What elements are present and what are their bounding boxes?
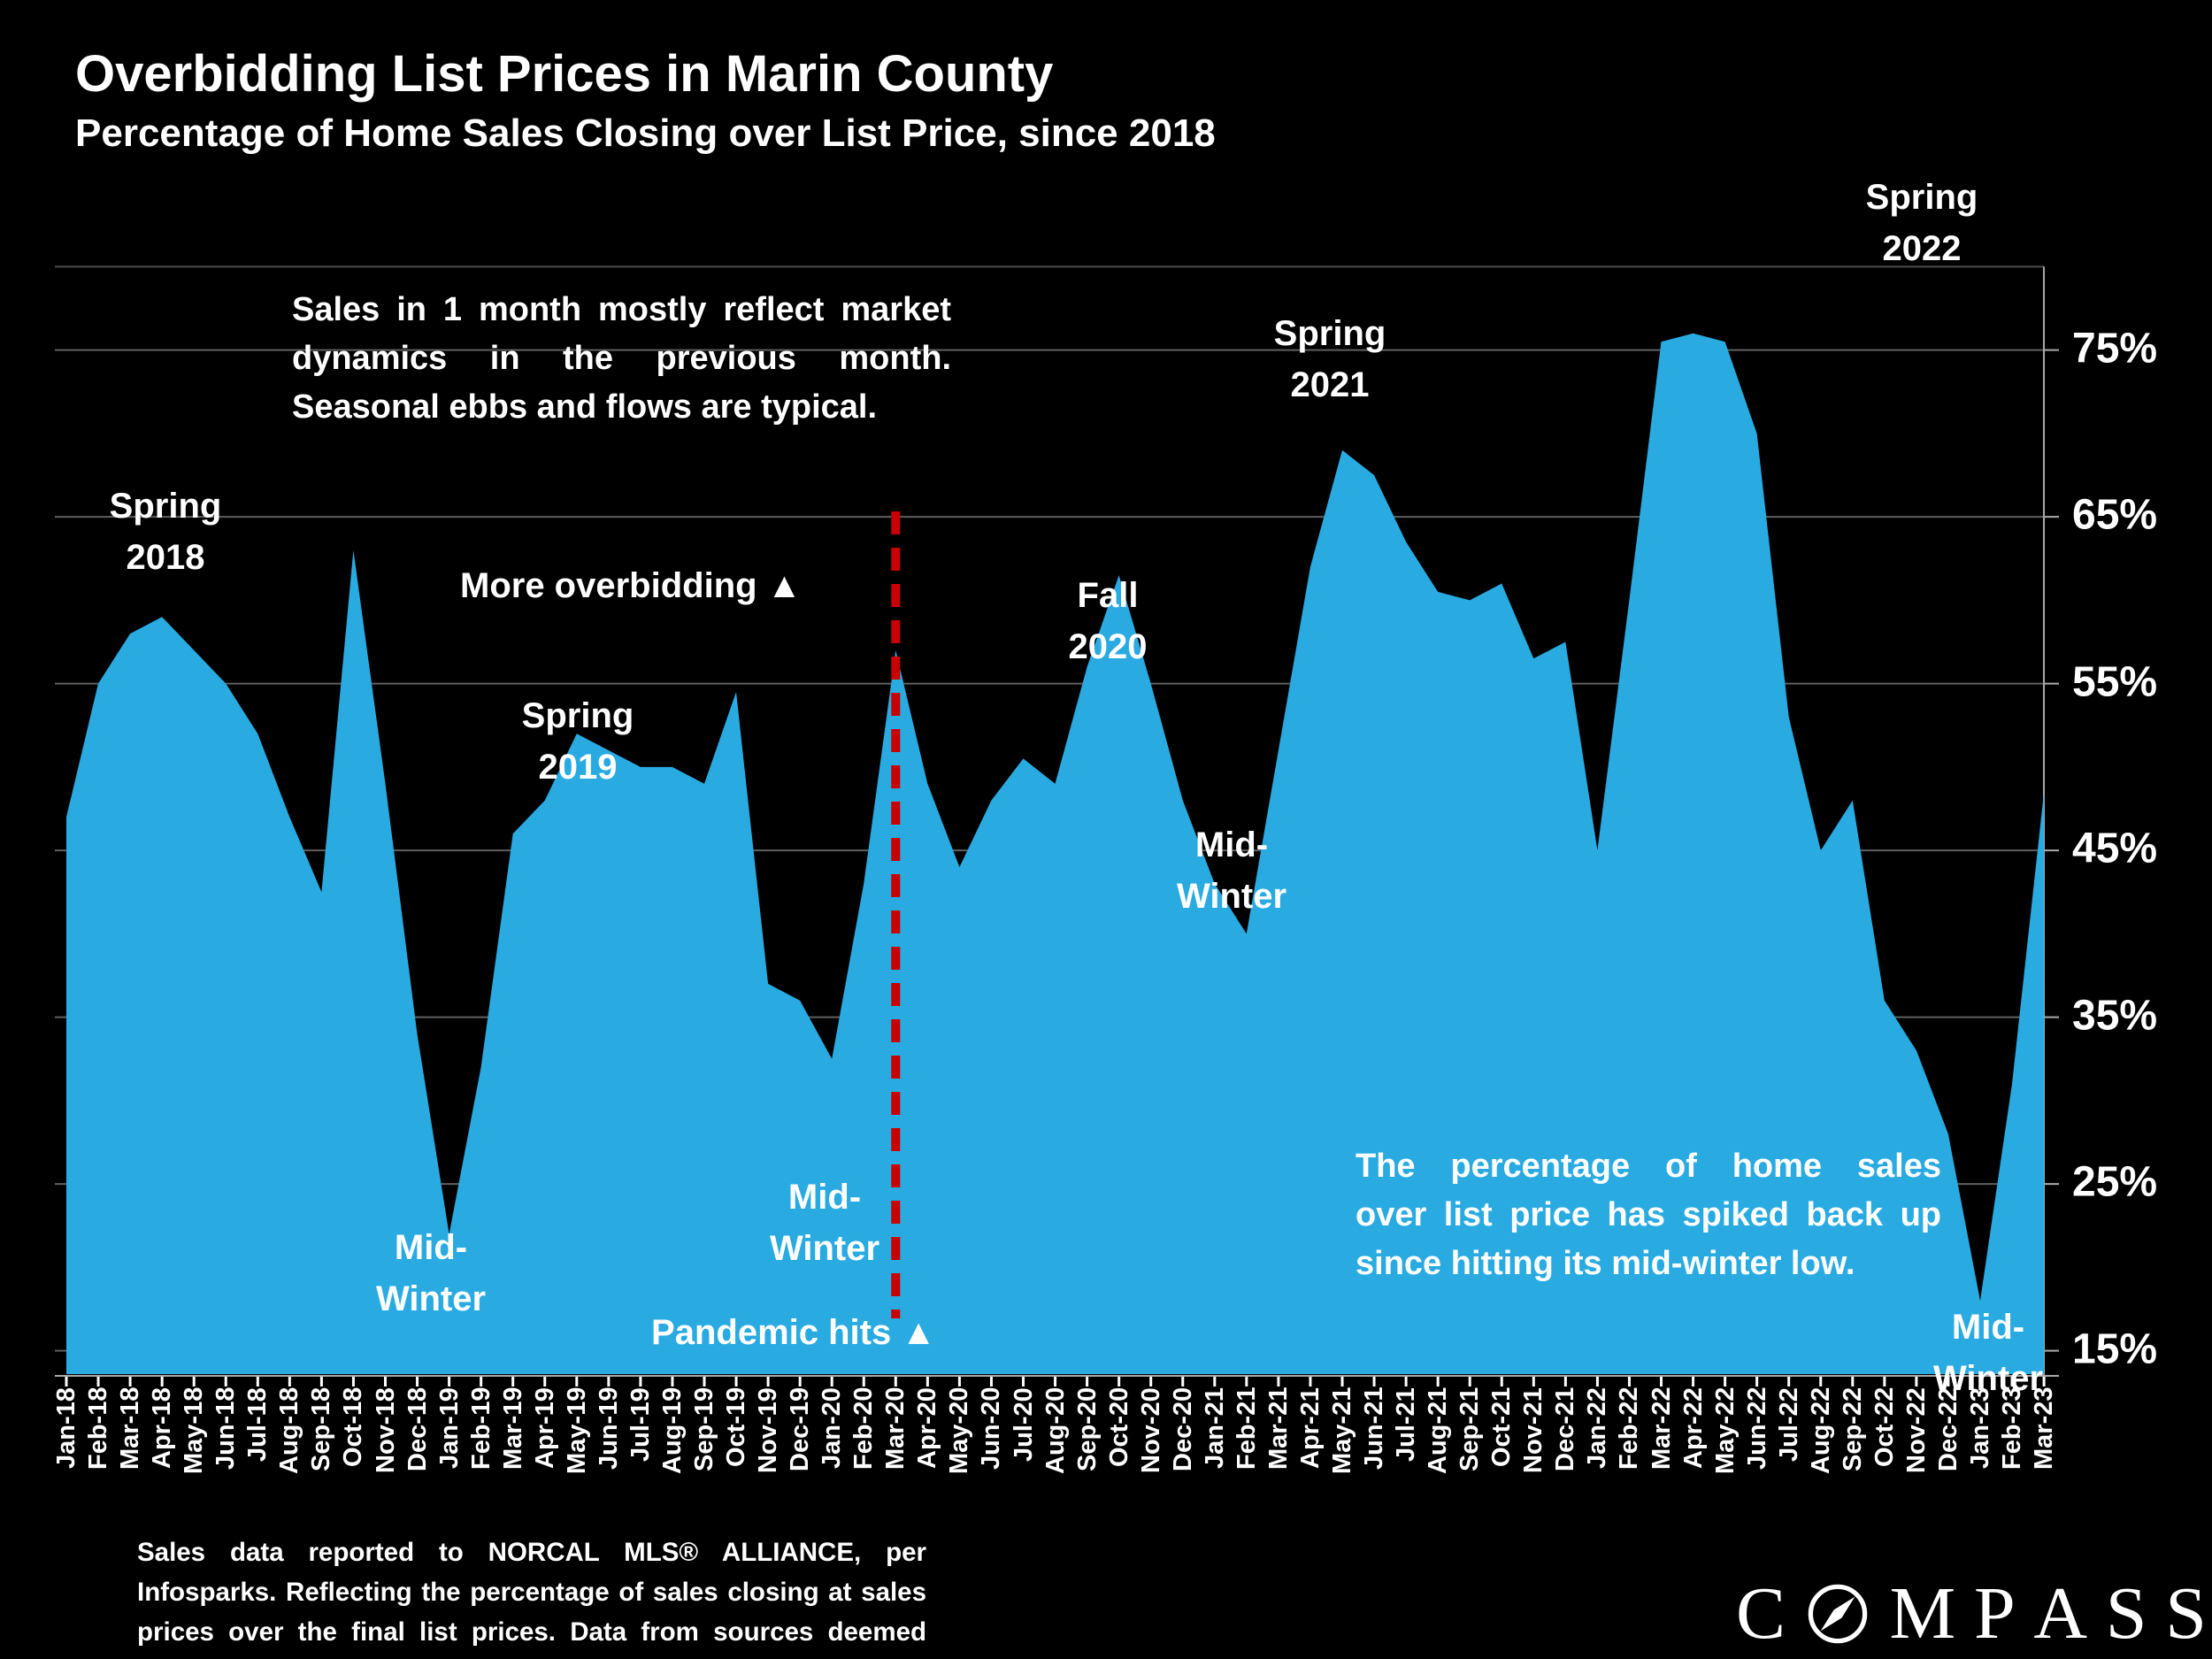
x-axis-label-Feb-18: Feb-18: [84, 1387, 113, 1471]
x-axis-label-May-22: May-22: [1710, 1387, 1740, 1475]
compass-o-needle-icon: [1808, 1584, 1868, 1644]
annotation-spring-2021: Spring 2021: [1273, 314, 1386, 404]
x-axis-label-Jul-19: Jul-19: [626, 1387, 655, 1462]
x-axis-label-May-19: May-19: [562, 1387, 591, 1475]
annotation-spring-2018: Spring 2018: [109, 487, 222, 577]
annotation-spike-note: The percentage of home sales over list pr…: [1356, 1148, 1941, 1282]
x-axis-label-Mar-21: Mar-21: [1263, 1387, 1293, 1471]
x-axis-label-Apr-18: Apr-18: [148, 1387, 177, 1469]
annotation-mid-winter-2023: Mid- Winter: [1932, 1308, 2044, 1398]
x-axis-label-Jun-21: Jun-21: [1360, 1387, 1389, 1471]
source-note: Sales data reported to NORCAL MLS® ALLIA…: [137, 1538, 926, 1659]
x-axis-label-Sep-22: Sep-22: [1838, 1387, 1867, 1472]
x-axis-label-Aug-18: Aug-18: [275, 1387, 304, 1475]
x-axis-label-Sep-21: Sep-21: [1455, 1387, 1485, 1472]
area-series: [66, 333, 2045, 1374]
x-axis-label-Aug-20: Aug-20: [1041, 1387, 1070, 1475]
x-axis-label-Nov-19: Nov-19: [754, 1387, 783, 1473]
annotation-fall-2020: Fall 2020: [1068, 576, 1148, 666]
x-axis-label-Jun-18: Jun-18: [211, 1387, 241, 1471]
x-axis-label-Apr-19: Apr-19: [530, 1387, 559, 1469]
x-axis-label-Nov-21: Nov-21: [1519, 1387, 1548, 1473]
y-axis-label-15: 15%: [2072, 1325, 2158, 1372]
x-axis-label-Feb-21: Feb-21: [1232, 1387, 1261, 1471]
x-axis-label-Mar-19: Mar-19: [498, 1387, 527, 1471]
x-axis-label-Feb-20: Feb-20: [849, 1387, 879, 1471]
x-axis-label-Dec-22: Dec-22: [1933, 1387, 1962, 1472]
x-axis-label-Jan-22: Jan-22: [1583, 1387, 1612, 1469]
x-axis-label-Jan-18: Jan-18: [52, 1387, 81, 1469]
x-axis-label-Jun-20: Jun-20: [977, 1387, 1006, 1471]
x-axis-label-Jan-23: Jan-23: [1966, 1387, 1994, 1469]
annotation-mid-winter-2021: Mid- Winter: [1176, 826, 1287, 916]
x-axis-label-Dec-18: Dec-18: [403, 1387, 432, 1472]
annotation-spring-2022: Spring 2022: [1865, 178, 1978, 268]
x-axis-label-May-20: May-20: [945, 1387, 974, 1475]
x-axis-label-May-21: May-21: [1328, 1387, 1356, 1475]
x-axis-label-Mar-22: Mar-22: [1647, 1387, 1676, 1471]
x-axis-label-Nov-22: Nov-22: [1901, 1387, 1931, 1473]
x-axis-label-Oct-18: Oct-18: [339, 1387, 368, 1468]
x-axis-label-Sep-18: Sep-18: [307, 1387, 336, 1472]
x-axis-label-Apr-20: Apr-20: [913, 1387, 942, 1469]
x-axis-label-Mar-20: Mar-20: [881, 1387, 910, 1471]
x-axis-label-Oct-21: Oct-21: [1487, 1387, 1517, 1468]
x-axis-label-Oct-19: Oct-19: [722, 1387, 751, 1468]
logo-letter: S: [2165, 1572, 2207, 1655]
x-axis-label-Jun-22: Jun-22: [1742, 1387, 1771, 1471]
x-axis-label-Mar-18: Mar-18: [116, 1387, 145, 1471]
x-axis-label-Nov-20: Nov-20: [1136, 1387, 1165, 1473]
x-axis-label-Apr-21: Apr-21: [1295, 1387, 1325, 1469]
x-axis-label-May-18: May-18: [180, 1387, 209, 1475]
x-axis-label-Apr-22: Apr-22: [1678, 1387, 1708, 1469]
x-axis-label-Jan-20: Jan-20: [818, 1387, 847, 1469]
x-axis-label-Dec-21: Dec-21: [1551, 1387, 1580, 1472]
page-title: Overbidding List Prices in Marin County: [75, 45, 1054, 103]
y-axis-label-65: 65%: [2072, 491, 2158, 539]
x-axis-label-Dec-19: Dec-19: [786, 1387, 815, 1472]
logo-letter: S: [2105, 1572, 2147, 1655]
annotation-seasonality-note: Sales in 1 month mostly reflect market dy…: [292, 291, 951, 426]
page-subtitle: Percentage of Home Sales Closing over Li…: [75, 111, 1216, 155]
y-axis-label-25: 25%: [2072, 1158, 2158, 1206]
logo-letter: M: [1889, 1572, 1956, 1655]
annotation-spring-2019: Spring 2019: [521, 696, 634, 787]
x-axis-label-Feb-19: Feb-19: [466, 1387, 495, 1471]
x-axis-label-Aug-22: Aug-22: [1806, 1387, 1835, 1475]
x-axis-label-Aug-21: Aug-21: [1424, 1387, 1453, 1475]
x-axis-label-Oct-22: Oct-22: [1870, 1387, 1899, 1468]
logo-letter: A: [2033, 1572, 2088, 1655]
y-axis-label-55: 55%: [2072, 657, 2158, 705]
logo-letter: C: [1736, 1572, 1786, 1655]
x-axis-label-Aug-19: Aug-19: [657, 1387, 687, 1475]
x-axis-label-Feb-22: Feb-22: [1615, 1387, 1644, 1471]
x-axis-label-Mar-23: Mar-23: [2030, 1387, 2059, 1471]
annotation-pandemic-hits: Pandemic hits ▲: [651, 1313, 936, 1352]
annotation-more-overbidding: More overbidding ▲: [460, 566, 803, 605]
x-axis-label-Nov-18: Nov-18: [371, 1387, 400, 1473]
y-axis-label-45: 45%: [2072, 825, 2158, 872]
x-axis-label-Jul-21: Jul-21: [1392, 1387, 1421, 1462]
x-axis-label-Dec-20: Dec-20: [1168, 1387, 1197, 1472]
x-axis-label-Jan-19: Jan-19: [434, 1387, 464, 1469]
x-axis-label-Jun-19: Jun-19: [594, 1387, 623, 1471]
x-axis-label-Jul-18: Jul-18: [243, 1387, 273, 1462]
x-axis-label-Sep-19: Sep-19: [690, 1387, 718, 1472]
x-axis-label-Feb-23: Feb-23: [1998, 1387, 2027, 1471]
x-axis-label-Jul-22: Jul-22: [1774, 1387, 1803, 1462]
x-axis-label-Oct-20: Oct-20: [1104, 1387, 1133, 1468]
annotation-mid-winter-2020: Mid- Winter: [769, 1178, 880, 1268]
annotation-mid-winter-2019: Mid- Winter: [375, 1228, 487, 1318]
x-axis-label-Sep-20: Sep-20: [1072, 1387, 1102, 1472]
x-axis-label-Jul-20: Jul-20: [1009, 1387, 1038, 1462]
y-axis-label-35: 35%: [2072, 991, 2158, 1039]
y-axis-label-75: 75%: [2072, 324, 2158, 372]
x-axis-label-Jan-21: Jan-21: [1200, 1387, 1229, 1469]
logo-letter: P: [1973, 1572, 2016, 1655]
